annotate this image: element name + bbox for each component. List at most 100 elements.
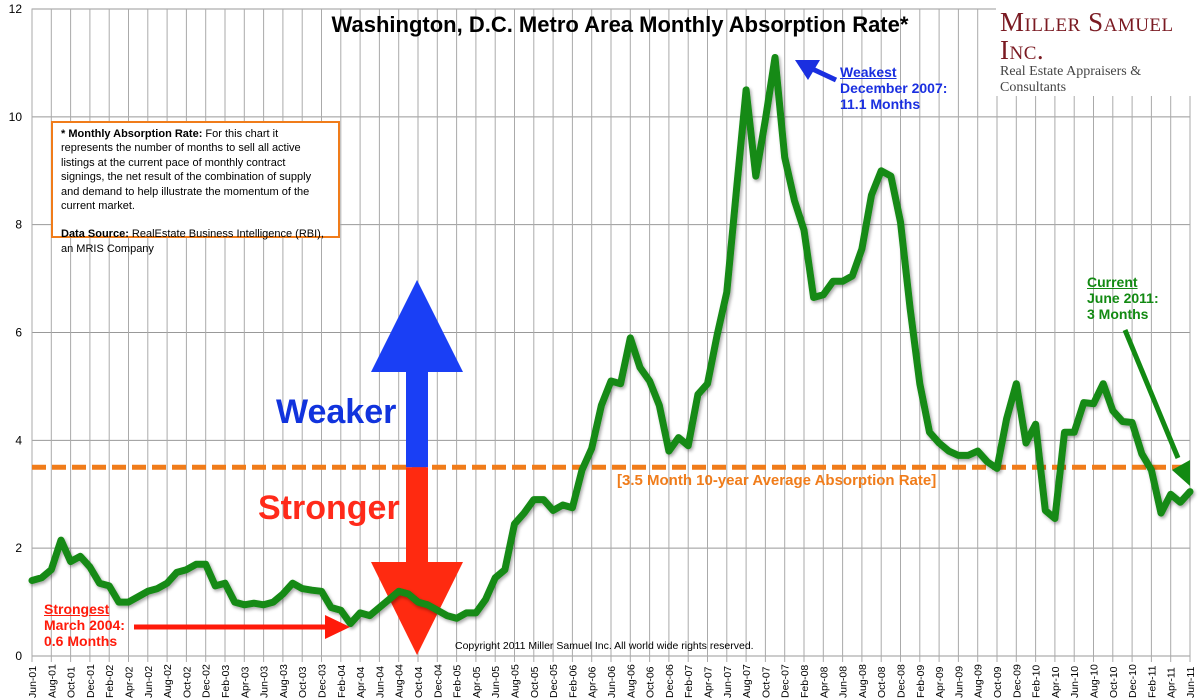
current-value: 3 Months xyxy=(1087,306,1149,322)
y-tick-label: 2 xyxy=(15,541,22,555)
note-heading: * Monthly Absorption Rate: xyxy=(61,128,203,140)
current-heading: Current xyxy=(1087,274,1138,290)
y-tick-label: 10 xyxy=(9,110,23,124)
weaker-label: Weaker xyxy=(276,393,397,431)
chart-title: Washington, D.C. Metro Area Monthly Abso… xyxy=(331,12,909,37)
x-tick-label: Jun-09 xyxy=(953,666,965,698)
x-tick-label: Dec-09 xyxy=(1011,664,1023,698)
series-line-group xyxy=(28,54,1194,628)
x-tick-label: Oct-06 xyxy=(645,666,657,698)
x-tick-label: Oct-04 xyxy=(413,666,425,698)
x-tick-label: Oct-02 xyxy=(181,666,193,698)
x-tick-label: Apr-07 xyxy=(703,666,715,698)
strongest-heading: Strongest xyxy=(44,601,110,617)
x-tick-label: Apr-08 xyxy=(818,666,830,698)
weakest-value: 11.1 Months xyxy=(840,96,921,112)
x-tick-label: Oct-05 xyxy=(529,666,541,698)
x-tick-label: Jun-10 xyxy=(1069,666,1081,698)
x-tick-label: Aug-09 xyxy=(973,664,985,698)
current-annotation: Current June 2011: 3 Months xyxy=(1087,274,1159,322)
y-tick-label: 4 xyxy=(15,433,22,447)
x-tick-label: Feb-05 xyxy=(452,665,464,698)
weaker-arrow-head xyxy=(371,280,463,372)
strongest-value: 0.6 Months xyxy=(44,633,118,649)
x-tick-label: Oct-08 xyxy=(876,666,888,698)
strongest-arrow-head xyxy=(325,615,350,639)
x-tick-label: Feb-07 xyxy=(683,665,695,698)
x-tick-label: Aug-07 xyxy=(741,664,753,698)
stronger-label: Stronger xyxy=(258,489,400,527)
y-tick-label: 12 xyxy=(9,2,23,16)
y-tick-label: 8 xyxy=(15,218,22,232)
company-logo: Miller Samuel Inc. Real Estate Appraiser… xyxy=(996,8,1192,96)
series-line xyxy=(28,54,1194,628)
x-tick-label: Aug-04 xyxy=(394,664,406,698)
x-tick-label: Jun-08 xyxy=(838,666,850,698)
x-tick-label: Aug-03 xyxy=(278,664,290,698)
y-axis-ticks: 0 2 4 6 8 10 12 xyxy=(9,2,23,663)
x-tick-label: Apr-11 xyxy=(1166,667,1178,698)
x-tick-label: Feb-08 xyxy=(799,665,811,698)
strongest-annotation: Strongest March 2004: 0.6 Months xyxy=(44,601,125,649)
x-tick-label: Oct-09 xyxy=(992,666,1004,698)
callout-arrows xyxy=(134,60,1190,639)
x-tick-label: Dec-05 xyxy=(548,664,560,698)
x-tick-label: Apr-10 xyxy=(1050,666,1062,698)
y-tick-label: 6 xyxy=(15,326,22,340)
x-tick-label: Feb-11 xyxy=(1146,665,1158,698)
x-tick-label: Jun-11 xyxy=(1185,667,1197,698)
definition-note-box: * Monthly Absorption Rate: For this char… xyxy=(51,121,340,255)
x-tick-label: Jun-03 xyxy=(259,666,271,698)
stronger-arrow-head xyxy=(371,562,463,655)
x-tick-label: Dec-04 xyxy=(432,664,444,698)
x-tick-label: Oct-01 xyxy=(66,666,78,698)
x-tick-label: Dec-06 xyxy=(664,664,676,698)
stronger-arrow-shaft xyxy=(406,467,428,562)
current-date: June 2011: xyxy=(1087,290,1159,306)
logo-tagline: Real Estate Appraisers & Consultants xyxy=(1000,64,1142,95)
x-tick-label: Apr-04 xyxy=(355,666,367,698)
x-tick-label: Feb-09 xyxy=(915,665,927,698)
weakest-heading: Weakest xyxy=(840,64,897,80)
source-body: RealEstate Business Intelligence (RBI), … xyxy=(61,228,324,255)
x-tick-label: Jun-01 xyxy=(27,666,39,698)
current-arrow-shaft xyxy=(1122,329,1181,459)
x-tick-label: Jun-05 xyxy=(490,666,502,698)
x-tick-label: Apr-09 xyxy=(934,666,946,698)
x-tick-label: Feb-03 xyxy=(220,665,232,698)
x-tick-label: Oct-07 xyxy=(760,666,772,698)
x-tick-label: Apr-02 xyxy=(124,666,136,698)
x-tick-label: Dec-07 xyxy=(780,664,792,698)
x-tick-label: Dec-10 xyxy=(1127,664,1139,698)
x-tick-label: Jun-02 xyxy=(143,666,155,698)
current-arrow-head xyxy=(1172,460,1190,486)
x-tick-label: Aug-01 xyxy=(46,664,58,698)
x-tick-label: Dec-08 xyxy=(896,664,908,698)
x-tick-label: Apr-06 xyxy=(587,666,599,698)
x-tick-label: Dec-01 xyxy=(85,664,97,698)
source-heading: Data Source: xyxy=(61,228,129,241)
x-tick-label: Feb-04 xyxy=(336,665,348,698)
x-tick-label: Jun-07 xyxy=(722,666,734,698)
weakest-annotation: Weakest December 2007: 11.1 Months xyxy=(840,64,947,112)
x-tick-label: Oct-03 xyxy=(297,666,309,698)
x-tick-label: Jun-06 xyxy=(606,666,618,698)
x-tick-label: Aug-06 xyxy=(625,664,637,698)
x-tick-label: Jun-04 xyxy=(374,666,386,698)
x-tick-label: Apr-03 xyxy=(239,666,251,698)
logo-name: Miller Samuel Inc. xyxy=(1000,7,1174,65)
weakest-arrow-head xyxy=(795,60,820,80)
x-axis-ticks: Jun-01 Aug-01 Oct-01 Dec-01 Feb-02 Apr-02 Jun-… xyxy=(27,664,1197,698)
x-tick-label: Aug-05 xyxy=(510,664,522,698)
average-line-label: [3.5 Month 10-year Average Absorption Ra… xyxy=(617,472,937,489)
x-tick-label: Aug-08 xyxy=(857,664,869,698)
weaker-arrow-shaft xyxy=(406,372,428,468)
x-tick-label: Feb-02 xyxy=(104,665,116,698)
x-tick-label: Aug-02 xyxy=(162,664,174,698)
copyright-text: Copyright 2011 Miller Samuel Inc. All wo… xyxy=(455,640,754,652)
x-tick-label: Apr-05 xyxy=(471,666,483,698)
x-tick-label: Feb-06 xyxy=(567,665,579,698)
note-body: For this chart it represents the number … xyxy=(61,128,312,213)
weaker-stronger-arrows xyxy=(371,280,463,655)
